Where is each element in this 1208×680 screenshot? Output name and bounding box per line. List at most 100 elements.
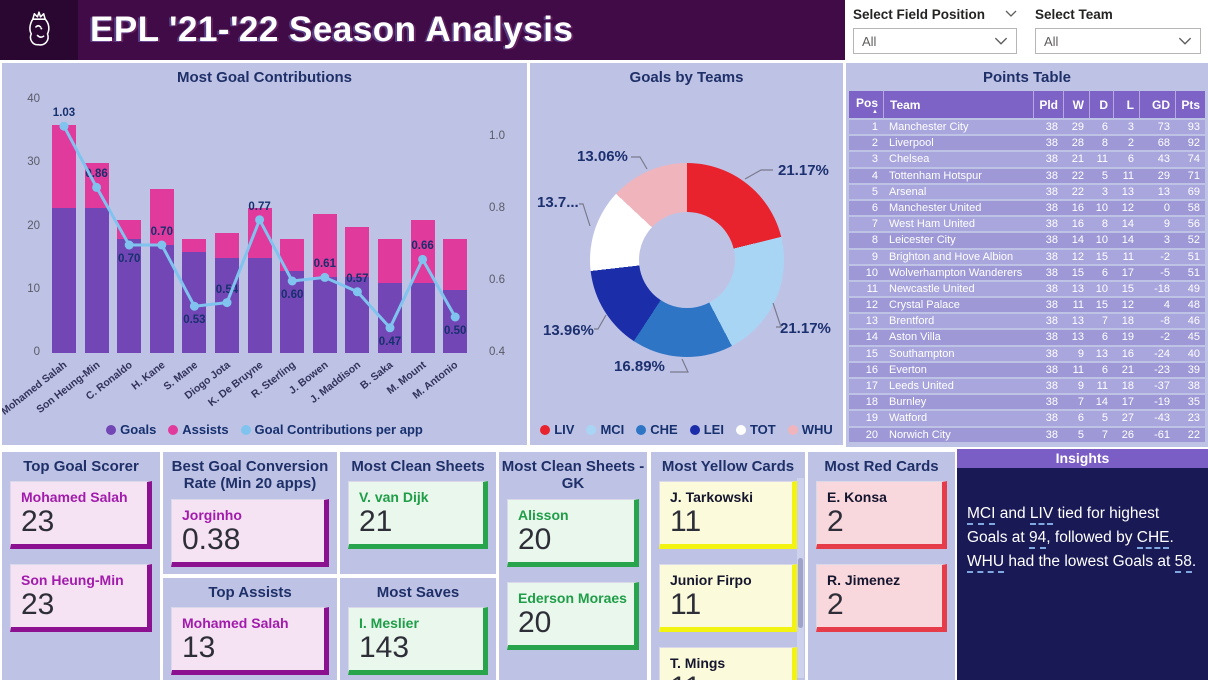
- column-header[interactable]: W: [1063, 91, 1089, 118]
- insight-text: and: [995, 505, 1030, 522]
- bar-goals-segment[interactable]: [149, 245, 174, 353]
- stat-cell: 23: [1187, 412, 1200, 425]
- stat-card[interactable]: Ederson Moraes 20: [507, 581, 639, 650]
- stat-cell: 38: [1045, 266, 1058, 279]
- table-row[interactable]: 2 Liverpool 38 28 8 2 68 92: [849, 136, 1205, 151]
- top-goal-scorer-panel: Top Goal Scorer Mohamed Salah 23 Son Heung-…: [2, 452, 160, 680]
- stat-card[interactable]: Alisson 20: [507, 498, 639, 567]
- stat-card[interactable]: R. Jimenez 2: [816, 564, 947, 633]
- stat-card[interactable]: Junior Firpo 11: [659, 564, 797, 633]
- bar-goals-segment[interactable]: [182, 251, 207, 353]
- top-assists-panel: Top Assists Mohamed Salah 13: [163, 578, 337, 680]
- stat-cell: 12: [1071, 250, 1084, 263]
- table-row[interactable]: 9 Brighton and Hove Albion 38 12 15 11 -2 51: [849, 249, 1205, 264]
- table-row[interactable]: 17 Leeds United 38 9 11 18 -37 38: [849, 379, 1205, 394]
- stat-cell: 73: [1157, 121, 1170, 133]
- column-header[interactable]: L: [1113, 91, 1139, 118]
- field-position-dropdown[interactable]: All: [853, 28, 1017, 54]
- stat-card-player-name: V. van Dijk: [359, 489, 429, 506]
- bar-goals-segment[interactable]: [247, 258, 272, 353]
- bar-assists-segment[interactable]: [345, 226, 370, 278]
- stat-card[interactable]: T. Mings11: [659, 647, 797, 680]
- table-row[interactable]: 1 Manchester City 38 29 6 3 73 93: [849, 120, 1205, 135]
- table-row[interactable]: 14 Aston Villa 38 13 6 19 -2 45: [849, 330, 1205, 345]
- bar-assists-segment[interactable]: [378, 239, 402, 284]
- stat-card[interactable]: Son Heung-Min 23: [10, 564, 152, 633]
- bar-goals-segment[interactable]: [84, 207, 109, 353]
- column-header[interactable]: Pts: [1175, 91, 1205, 118]
- stat-cell: 15: [1071, 266, 1084, 279]
- stat-card[interactable]: I. Meslier 143: [348, 607, 488, 676]
- table-row[interactable]: 3 Chelsea 38 21 11 6 43 74: [849, 152, 1205, 167]
- bar-goals-segment[interactable]: [443, 289, 468, 353]
- stat-cell: 4: [871, 169, 878, 182]
- stat-cell: 38: [1045, 412, 1058, 425]
- y-axis-tick: 40: [27, 93, 40, 105]
- table-row[interactable]: 18 Burnley 38 7 14 17 -19 35: [849, 395, 1205, 410]
- bar-assists-segment[interactable]: [182, 239, 207, 252]
- column-header[interactable]: Pld: [1033, 91, 1063, 118]
- stat-card[interactable]: V. van Dijk 21: [348, 481, 488, 550]
- stat-card[interactable]: E. Konsa 2: [816, 481, 947, 550]
- stat-cell: 38: [1045, 137, 1058, 150]
- best-goal-conversion-panel: Best Goal Conversion Rate (Min 20 apps) J…: [163, 452, 337, 574]
- stat-cell: 51: [1187, 250, 1200, 263]
- table-row[interactable]: 4 Tottenham Hotspur 38 22 5 11 29 71: [849, 168, 1205, 183]
- insights-panel: Insights MCI and LIV tied for highest Go…: [957, 449, 1208, 680]
- table-row[interactable]: 19 Watford 38 6 5 27 -43 23: [849, 411, 1205, 426]
- bar-goals-segment[interactable]: [410, 283, 435, 353]
- table-row[interactable]: 12 Crystal Palace 38 11 15 12 4 48: [849, 298, 1205, 313]
- bar-goals-segment[interactable]: [52, 207, 76, 353]
- legend-dot-icon: [168, 424, 179, 435]
- stat-cell: 9: [871, 250, 878, 263]
- column-header[interactable]: Pos ▲: [849, 91, 883, 118]
- bar-assists-segment[interactable]: [215, 232, 239, 259]
- stat-cell: 22: [1187, 428, 1200, 441]
- team-name-cell: Norwich City: [889, 428, 951, 441]
- table-row[interactable]: 15 Southampton 38 9 13 16 -24 40: [849, 346, 1205, 361]
- bar-assists-segment[interactable]: [52, 125, 76, 208]
- column-header[interactable]: GD: [1139, 91, 1175, 118]
- table-row[interactable]: 20 Norwich City 38 5 7 26 -61 22: [849, 427, 1205, 442]
- bar-goals-segment[interactable]: [215, 258, 239, 353]
- bar-assists-segment[interactable]: [117, 220, 142, 240]
- legend-label: LIV: [554, 422, 575, 437]
- panel-title: Most Yellow Cards: [661, 458, 795, 475]
- chevron-down-icon: [1178, 37, 1192, 45]
- stat-cell: 6: [871, 201, 878, 214]
- team-name-cell: West Ham United: [889, 218, 975, 231]
- bar-goals-segment[interactable]: [280, 270, 305, 353]
- stat-card-player-name: J. Tarkowski: [670, 489, 754, 506]
- scrollbar-thumb[interactable]: [798, 558, 803, 628]
- table-row[interactable]: 10 Wolverhampton Wanderers 38 15 6 17 -5 51: [849, 265, 1205, 280]
- team-dropdown[interactable]: All: [1035, 28, 1201, 54]
- column-header[interactable]: D: [1089, 91, 1113, 118]
- chevron-down-icon[interactable]: [1005, 10, 1017, 18]
- stat-cell: 5: [871, 185, 878, 198]
- bar-assists-segment[interactable]: [247, 207, 272, 259]
- table-row[interactable]: 7 West Ham United 38 16 8 14 9 56: [849, 217, 1205, 232]
- stat-card[interactable]: Mohamed Salah 13: [171, 607, 329, 676]
- table-row[interactable]: 6 Manchester United 38 16 10 12 0 58: [849, 200, 1205, 216]
- table-row[interactable]: 16 Everton 38 11 6 21 -23 39: [849, 362, 1205, 377]
- column-header[interactable]: Team: [883, 91, 1033, 118]
- scrollbar[interactable]: [797, 478, 804, 678]
- bar-assists-segment[interactable]: [443, 239, 468, 290]
- table-row[interactable]: 5 Arsenal 38 22 3 13 13 69: [849, 184, 1205, 199]
- stat-cell: 8: [1101, 218, 1108, 231]
- stat-card[interactable]: Mohamed Salah 23: [10, 481, 152, 550]
- team-name-cell: Watford: [889, 412, 928, 425]
- donut-percent-label: 13.06%: [577, 148, 628, 165]
- stat-cell: 35: [1187, 396, 1200, 409]
- table-row[interactable]: 8 Leicester City 38 14 10 14 3 52: [849, 233, 1205, 248]
- bar-goals-segment[interactable]: [312, 277, 337, 353]
- line-data-label: 0.61: [313, 258, 336, 271]
- table-row[interactable]: 13 Brentford 38 13 7 18 -8 46: [849, 314, 1205, 329]
- bar-assists-segment[interactable]: [280, 239, 305, 271]
- bar-goals-segment[interactable]: [345, 277, 370, 353]
- stat-cell: 38: [1187, 380, 1200, 392]
- stat-card[interactable]: Jorginho 0.38: [171, 498, 329, 567]
- stat-card[interactable]: J. Tarkowski 11: [659, 481, 797, 550]
- table-row[interactable]: 11 Newcastle United 38 13 10 15 -18 49: [849, 281, 1205, 297]
- stat-cell: 15: [1095, 299, 1108, 312]
